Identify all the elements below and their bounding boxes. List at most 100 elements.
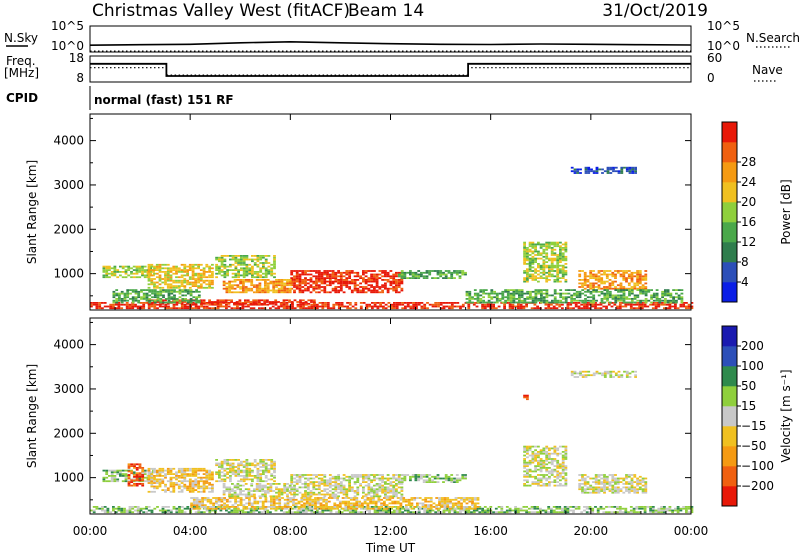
power-cell [600,270,604,272]
velocity-cell [315,488,318,491]
power-cell [581,299,585,302]
velocity-cell [386,474,390,476]
velocity-cell [218,471,221,474]
power-cell [633,301,637,304]
power-cell [159,294,163,297]
velocity-cell [241,509,245,512]
velocity-cell [205,473,209,475]
power-cell [570,294,574,297]
power-cell [141,269,144,271]
velocity-cell [385,498,389,501]
power-cell [608,296,612,299]
power-cell [559,280,562,283]
power-cell [184,290,187,293]
velocity-cell [440,504,444,506]
freq-label: Freq. [6,54,36,68]
velocity-cell [272,506,276,508]
velocity-cell [397,479,401,482]
power-cell [345,286,349,288]
velocity-cell [442,509,446,512]
power-cell [120,299,124,302]
velocity-cell [295,483,299,485]
velocity-cell [217,504,221,506]
velocity-cell [349,504,353,506]
power-cell [264,282,267,285]
power-cell [353,282,357,285]
power-cell [575,290,579,293]
velocity-cell [596,507,600,510]
power-cell [199,276,203,279]
power-cell [240,256,243,259]
velocity-cell [143,480,147,483]
power-cell [234,274,238,277]
power-cell [267,262,271,264]
power-cell [283,287,287,290]
power-cell [501,298,505,300]
power-cell [603,292,607,295]
power-cell [537,270,540,272]
power-cell [547,307,551,310]
power-cell [337,279,340,281]
power-cell [134,289,138,291]
power-cell [655,292,659,295]
power-cell [411,277,415,279]
velocity-cell [155,487,159,490]
power-cell [120,303,124,306]
power-cell [534,250,537,253]
power-cell [177,276,181,279]
power-cell [293,299,297,302]
velocity-cell [398,509,402,512]
velocity-cell [194,482,198,484]
power-cell [476,299,480,302]
power-cell [95,303,99,306]
power-cell [526,271,529,274]
power-cell [641,275,645,278]
power-cell [687,303,691,306]
power-cell [161,278,165,280]
power-cell [595,170,599,173]
velocity-cell [188,487,192,490]
velocity-cell [180,480,184,483]
power-cell [553,266,557,269]
velocity-cell [475,507,479,510]
velocity-cell [550,511,553,514]
velocity-cell [685,511,688,514]
power-cell [260,307,264,310]
velocity-cell [124,480,128,483]
velocity-cell [301,495,305,498]
velocity-cell [337,511,341,514]
power-cell [194,279,198,282]
power-cell [242,274,246,277]
power-cell [545,252,549,255]
power-cell [293,280,296,283]
velocity-cell [175,507,179,510]
power-cell [180,279,184,282]
power-cell [370,277,373,279]
power-cell [603,280,606,283]
power-cell [486,305,490,308]
velocity-cell [344,500,348,503]
velocity-cell [261,502,265,505]
velocity-cell [325,504,328,506]
velocity-cell [215,459,218,461]
velocity-cell [315,511,319,514]
power-cell [508,305,512,308]
power-colorbar-tick-label: 4 [741,275,749,289]
power-cell [164,281,167,284]
power-cell [461,270,465,272]
power-cell [592,270,595,272]
power-cell [199,302,203,305]
velocity-cell [344,497,348,499]
velocity-cell [566,509,570,512]
velocity-cell [175,473,178,475]
power-cell [619,290,623,293]
power-cell [113,272,117,275]
power-cell [627,270,631,272]
velocity-cell [407,498,411,501]
power-cell [570,299,574,302]
power-cell [586,286,590,288]
power-cell [109,305,113,308]
velocity-cell [304,477,307,480]
power-cell [271,305,275,308]
